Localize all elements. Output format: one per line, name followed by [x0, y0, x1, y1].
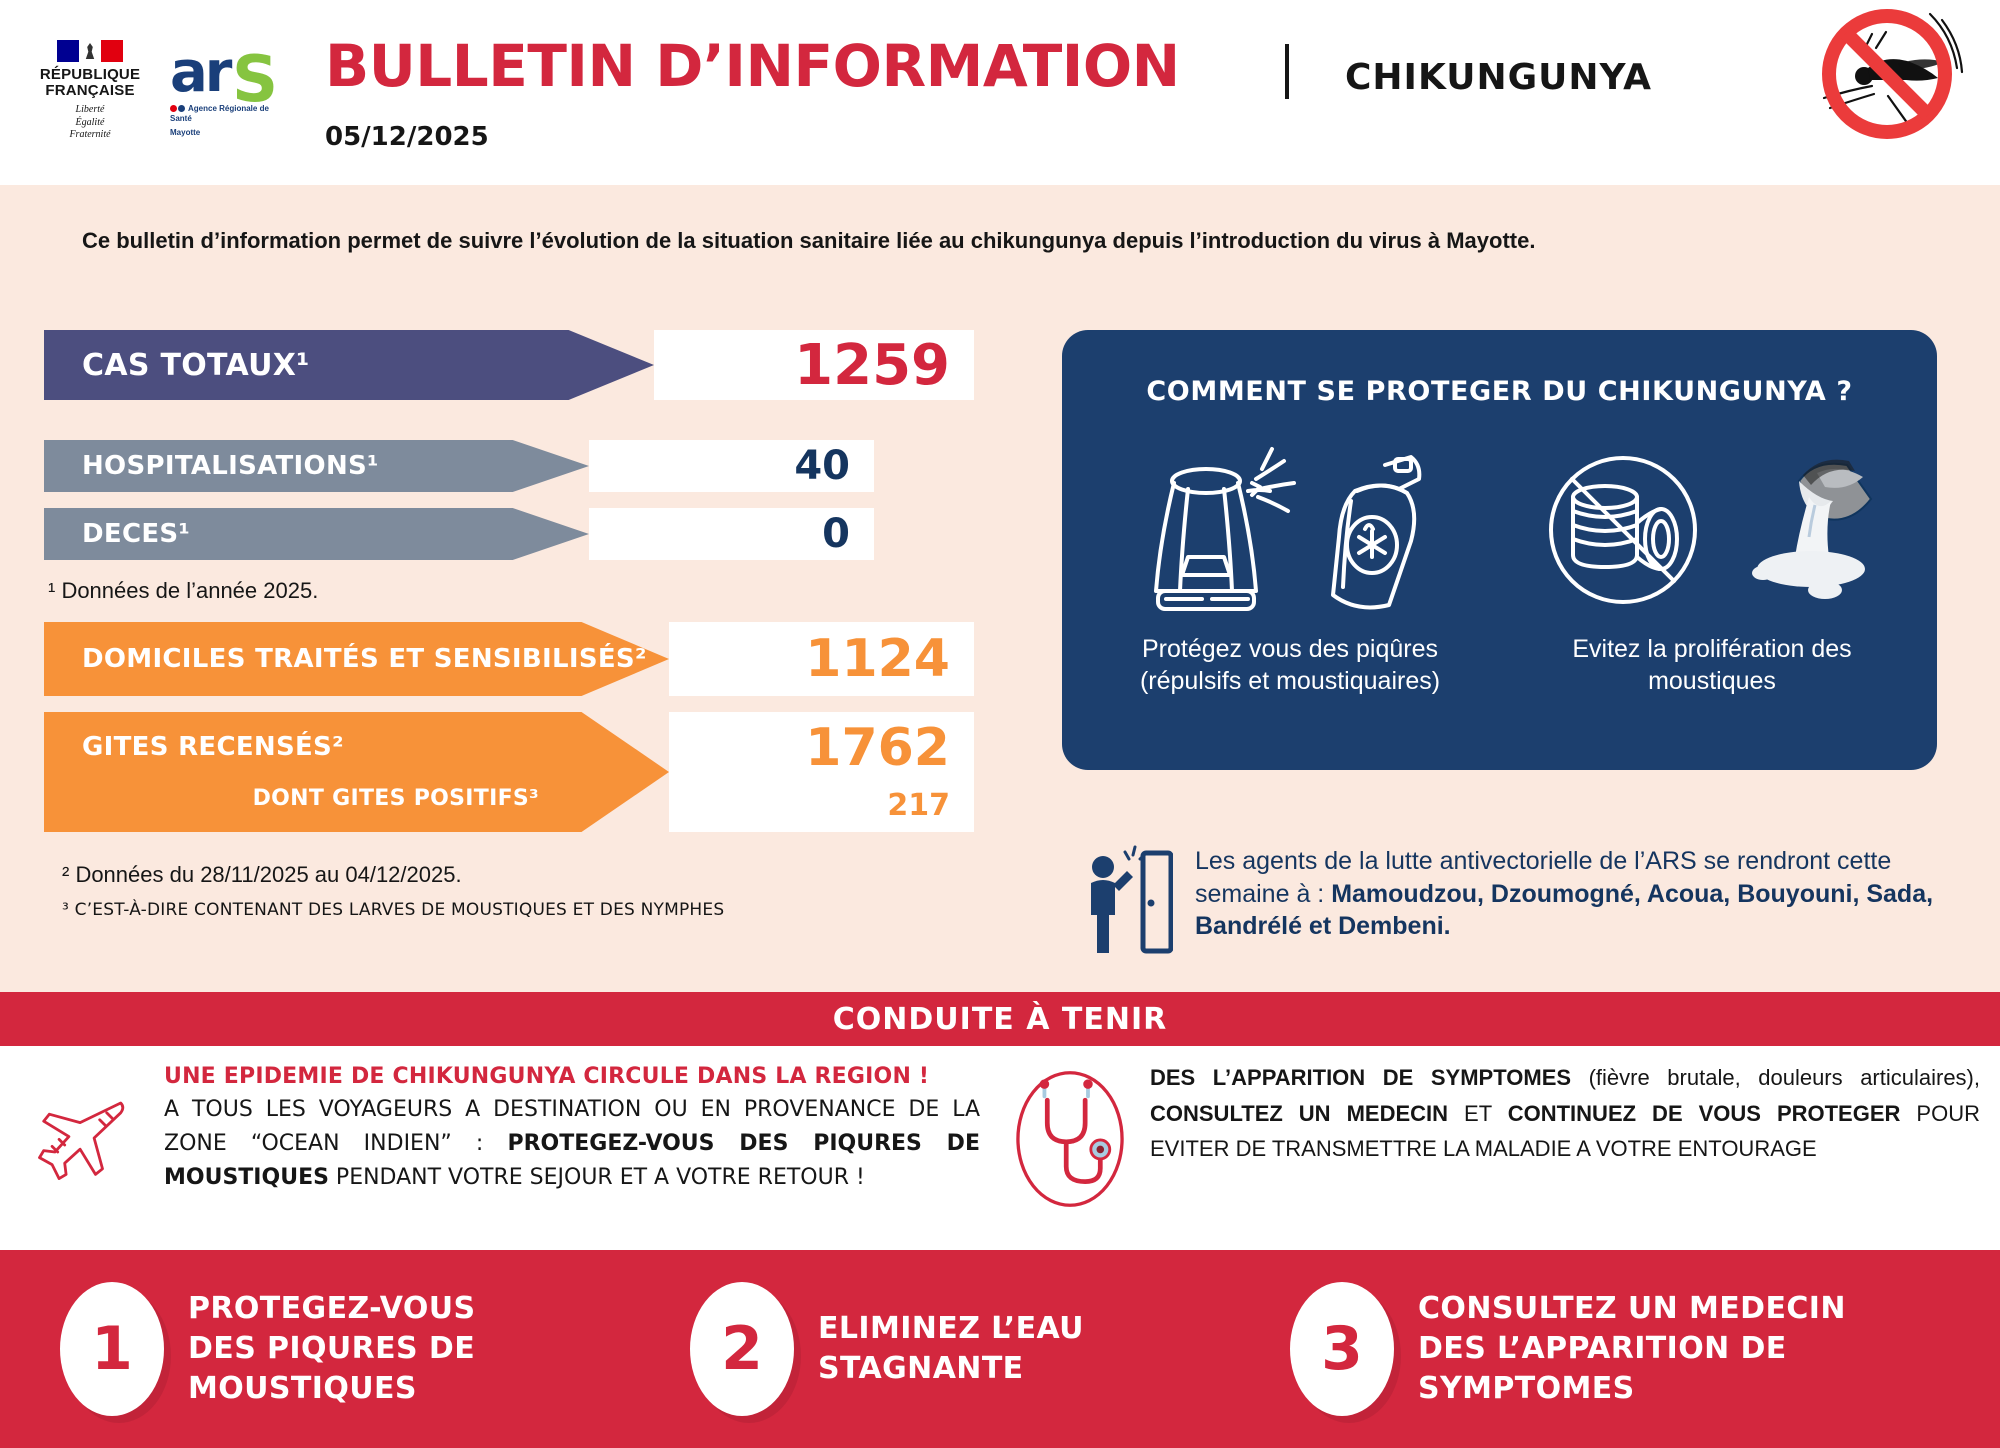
protection-panel: COMMENT SE PROTEGER DU CHIKUNGUNYA ?	[1062, 330, 1937, 770]
stat-bar-domiciles: DOMICILES TRAITÉS ET SENSIBILISÉS²	[44, 622, 669, 696]
title-divider	[1285, 44, 1289, 99]
stat-label-deces: DECES¹	[82, 519, 191, 549]
stat-value-gites-recenses: 1762	[805, 718, 950, 778]
stat-bar-deces: DECES¹	[44, 508, 589, 560]
stat-value-gites-positifs: 217	[887, 788, 950, 823]
ars-red-dot-icon	[170, 105, 177, 112]
stat-row-hospitalisations: HOSPITALISATIONS¹ 40	[44, 440, 874, 492]
ars-wordmark-ar: ar	[170, 40, 232, 105]
advice-symptoms-text: DES L’APPARITION DE SYMPTOMES (fièvre br…	[1150, 1060, 1980, 1210]
advice-symptoms-plain-2: ET	[1448, 1100, 1508, 1126]
stat-row-cas-totaux: CAS TOTAUX¹ 1259	[44, 330, 974, 400]
stat-values-gites: 1762 217	[669, 712, 974, 832]
stat-value-cas-totaux: 1259	[654, 330, 974, 400]
step-2-label: ELIMINEZ L’EAU STAGNANTE	[818, 1311, 1084, 1386]
protection-caption-proliferation: Evitez la prolifération des moustiques	[1572, 635, 1852, 695]
ars-wordmark-s: S	[232, 43, 279, 117]
protection-column-bites: Protégez vous des piqûres (répulsifs et …	[1080, 440, 1500, 697]
pouring-bucket-icon	[1752, 459, 1873, 599]
mosquito-net-icon	[1153, 447, 1296, 611]
page-title: BULLETIN D’INFORMATION	[325, 32, 1180, 100]
agents-message: Les agents de la lutte antivectorielle d…	[1195, 845, 1945, 957]
protection-icons-proliferation	[1502, 440, 1922, 620]
stat-row-gites: GITES RECENSÉS² DONT GITES POSITIFS³ 176…	[44, 712, 974, 832]
stat-label-cas-totaux: CAS TOTAUX¹	[82, 347, 310, 383]
advice-symptoms-plain-1: (fièvre brutale, douleurs articulaires),	[1571, 1065, 1981, 1090]
republic-line-1: RÉPUBLIQUE	[39, 66, 141, 83]
step-3-number: 3	[1290, 1282, 1394, 1416]
airplane-icon	[38, 1101, 125, 1180]
ars-subtitle-line: Agence Régionale de Santé	[170, 104, 285, 125]
stat-bar-gites: GITES RECENSÉS² DONT GITES POSITIFS³	[44, 712, 669, 832]
advice-symptoms-bold-1: DES L’APPARITION DE SYMPTOMES	[1150, 1065, 1572, 1090]
stat-value-deces: 0	[589, 508, 874, 560]
header: RÉPUBLIQUE FRANÇAISE Liberté Égalité Fra…	[0, 0, 2000, 185]
agents-message-communes: Mamoudzou, Dzoumogné, Acoua, Bouyouni, S…	[1195, 879, 1934, 941]
advice-headline: UNE EPIDEMIE DE CHIKUNGUNYA CIRCULE DANS…	[164, 1064, 930, 1089]
stat-bar-cas-totaux: CAS TOTAUX¹	[44, 330, 654, 400]
ars-logo: ar S Agence Régionale de Santé Mayotte	[170, 40, 285, 138]
conduite-banner: CONDUITE À TENIR	[0, 992, 2000, 1046]
republic-motto: Liberté Égalité Fraternité	[69, 104, 111, 141]
ars-region: Mayotte	[170, 127, 201, 137]
disease-name: CHIKUNGUNYA	[1345, 57, 1652, 98]
advice-symptoms-plain-3: POUR EVITER DE TRANSMETTRE LA MALADIE A …	[1150, 1100, 1980, 1162]
advice-travelers-bold: PROTEGEZ-VOUS DES PIQURES DE MOUSTIQUES	[164, 1131, 980, 1191]
conduite-banner-label: CONDUITE À TENIR	[832, 1001, 1168, 1037]
footnote-3: ³ C’EST-À-DIRE CONTENANT DES LARVES DE M…	[62, 900, 725, 920]
advice-symptoms-bold-3: CONTINUEZ DE VOUS PROTEGER	[1507, 1100, 1901, 1126]
footnote-1: ¹ Données de l’année 2025.	[48, 578, 319, 603]
agents-message-plain: Les agents de la lutte antivectorielle d…	[1195, 847, 1892, 908]
advice-travelers-text: A TOUS LES VOYAGEURS A DESTINATION OU EN…	[164, 1093, 980, 1195]
protection-column-proliferation: Evitez la prolifération des moustiques	[1502, 440, 1922, 697]
bulletin-date: 05/12/2025	[325, 122, 489, 152]
step-2-number: 2	[690, 1282, 794, 1416]
republic-line-2: FRANÇAISE	[45, 82, 135, 100]
republique-francaise-logo: RÉPUBLIQUE FRANÇAISE Liberté Égalité Fra…	[30, 40, 150, 142]
no-tires-icon	[1549, 456, 1697, 604]
step-1-number: 1	[60, 1282, 164, 1416]
advice-section: UNE EPIDEMIE DE CHIKUNGUNYA CIRCULE DANS…	[0, 1046, 2000, 1250]
step-1: 1 PROTEGEZ-VOUS DES PIQURES DE MOUSTIQUE…	[60, 1282, 476, 1416]
step-1-label: PROTEGEZ-VOUS DES PIQURES DE MOUSTIQUES	[188, 1291, 476, 1406]
advice-travelers-body: UNE EPIDEMIE DE CHIKUNGUNYA CIRCULE DANS…	[164, 1060, 980, 1195]
stat-label-domiciles: DOMICILES TRAITÉS ET SENSIBILISÉS²	[82, 644, 647, 674]
steps-footer: 1 PROTEGEZ-VOUS DES PIQURES DE MOUSTIQUE…	[0, 1250, 2000, 1448]
stat-row-deces: DECES¹ 0	[44, 508, 874, 560]
stat-label-gites-positifs: DONT GITES POSITIFS³	[252, 786, 539, 811]
stat-row-domiciles: DOMICILES TRAITÉS ET SENSIBILISÉS² 1124	[44, 622, 974, 696]
ars-blue-dot-icon	[178, 105, 185, 112]
step-3: 3 CONSULTEZ UN MEDECIN DES L’APPARITION …	[1290, 1282, 1846, 1416]
agents-announcement: Les agents de la lutte antivectorielle d…	[1085, 845, 1945, 957]
stat-value-hospitalisations: 40	[589, 440, 874, 492]
stat-label-hospitalisations: HOSPITALISATIONS¹	[82, 451, 379, 481]
step-3-label: CONSULTEZ UN MEDECIN DES L’APPARITION DE…	[1418, 1291, 1846, 1406]
repellent-spray-icon	[1330, 455, 1421, 610]
stat-value-domiciles: 1124	[669, 622, 974, 696]
stethoscope-icon	[1016, 1071, 1124, 1207]
advice-symptoms: DES L’APPARITION DE SYMPTOMES (fièvre br…	[1010, 1060, 1980, 1210]
stat-label-gites-recenses: GITES RECENSÉS²	[82, 732, 344, 762]
no-mosquito-icon	[1822, 9, 1964, 139]
protection-panel-title: COMMENT SE PROTEGER DU CHIKUNGUNYA ?	[1146, 376, 1853, 407]
advice-travelers-part2: PENDANT VOTRE SEJOUR ET A VOTRE RETOUR !	[328, 1165, 865, 1191]
intro-text: Ce bulletin d’information permet de suiv…	[82, 228, 1536, 253]
advice-travelers-part1: A TOUS LES VOYAGEURS A DESTINATION OU EN…	[164, 1097, 980, 1157]
advice-symptoms-bold-2: CONSULTEZ UN MEDECIN	[1150, 1100, 1449, 1126]
person-at-door-icon	[1091, 845, 1173, 954]
advice-travelers: UNE EPIDEMIE DE CHIKUNGUNYA CIRCULE DANS…	[20, 1060, 980, 1195]
protection-caption-bites: Protégez vous des piqûres (répulsifs et …	[1139, 635, 1441, 695]
step-2: 2 ELIMINEZ L’EAU STAGNANTE	[690, 1282, 1084, 1416]
footnote-2: ² Données du 28/11/2025 au 04/12/2025.	[62, 862, 462, 887]
stat-bar-hospitalisations: HOSPITALISATIONS¹	[44, 440, 589, 492]
french-flag-icon	[57, 40, 123, 62]
protection-icons-bites	[1080, 440, 1500, 620]
ars-subtitle: Agence Régionale de Santé	[170, 104, 269, 124]
